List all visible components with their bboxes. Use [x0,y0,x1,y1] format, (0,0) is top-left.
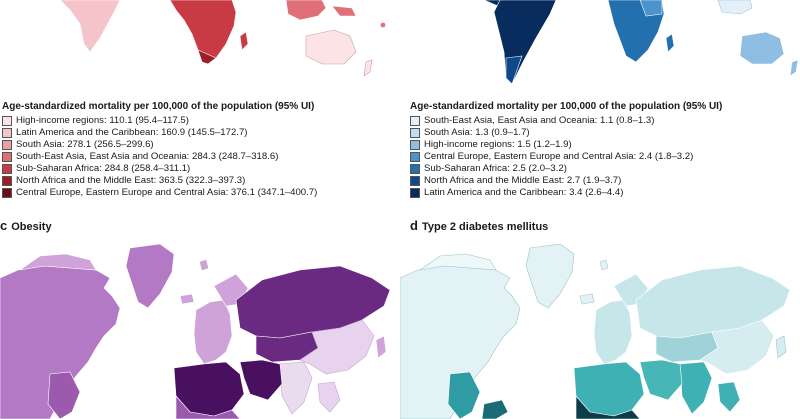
legend-swatch [410,152,420,162]
region-australia [305,29,357,65]
map-panel-c [0,244,391,419]
map-panel-a [59,0,386,77]
legend-item: North Africa and the Middle East: 363.5 … [2,175,317,187]
region-arctic-islands [599,259,609,271]
region-new-zealand [789,59,799,77]
legend-item-label: South Asia: 1.3 (0.9–1.7) [424,127,530,138]
region-canada-north [19,253,97,271]
legend-item-label: South-East Asia, East Asia and Oceania: … [424,115,655,126]
region-south-asia [279,361,313,415]
legend-swatch [2,128,12,138]
region-sub-saharan-africa [175,395,241,419]
legend-item: South-East Asia, East Asia and Oceania: … [2,151,317,163]
legend-item-label: Central Europe, Eastern Europe and Centr… [424,151,694,162]
region-madagascar [239,31,249,51]
legend-panel-a: Age-standardized mortality per 100,000 o… [2,101,317,199]
legend-item: High-income regions: 110.1 (95.4–117.5) [2,115,317,127]
region-se-asia-islands [717,0,753,15]
panel-letter: d [410,218,418,233]
region-greenland [125,244,175,309]
legend-panel-b: Age-standardized mortality per 100,000 o… [410,101,722,199]
legend-item-label: Sub-Saharan Africa: 2.5 (2.0–3.2) [424,163,567,174]
legend-item-label: High-income regions: 110.1 (95.4–117.5) [16,115,189,126]
legend-item: Sub-Saharan Africa: 284.8 (258.4–311.1) [2,163,317,175]
legend-item-label: North Africa and the Middle East: 2.7 (1… [424,175,622,186]
region-pacific-island [380,22,386,28]
region-se-asia [717,381,741,413]
legend-swatch [410,164,420,174]
region-south-america-south [505,55,523,85]
region-southern-africa [197,49,217,65]
map-panel-d [400,244,791,419]
legend-item-label: Latin America and the Caribbean: 160.9 (… [16,127,248,138]
legend-swatch [2,188,12,198]
region-se-asia-islands [285,0,327,21]
region-western-europe [193,299,233,365]
panel-title: Type 2 diabetes mellitus [421,221,549,233]
region-middle-east [239,359,283,401]
legend-item: North Africa and the Middle East: 2.7 (1… [410,175,722,187]
region-png [331,5,357,17]
region-sub-saharan-africa [575,395,641,419]
legend-swatch [410,176,420,186]
region-se-asia [317,381,341,413]
legend-item: South Asia: 278.1 (256.5–299.6) [2,139,317,151]
legend-item-label: High-income regions: 1.5 (1.2–1.9) [424,139,572,150]
legend-item: South-East Asia, East Asia and Oceania: … [410,115,722,127]
map-panel-b [483,0,799,85]
region-east-asia [299,319,375,375]
legend-item: High-income regions: 1.5 (1.2–1.9) [410,139,722,151]
legend-item-label: Central Europe, Eastern Europe and Centr… [16,187,318,198]
region-mexico [447,371,481,419]
region-south-america [493,0,557,85]
legend-item-label: Latin America and the Caribbean: 3.4 (2.… [424,187,624,198]
legend-swatch [410,116,420,126]
legend-swatch [410,140,420,150]
legend-swatch [2,176,12,186]
region-east-asia [699,319,775,375]
region-madagascar [665,33,675,53]
region-new-zealand [363,59,373,77]
legend-swatch [2,152,12,162]
panel-letter: c [0,218,8,233]
legend-item: Latin America and the Caribbean: 160.9 (… [2,127,317,139]
region-australia [739,31,785,65]
region-iceland [579,293,595,305]
legend-item: South Asia: 1.3 (0.9–1.7) [410,127,722,139]
legend-item-label: Sub-Saharan Africa: 284.8 (258.4–311.1) [16,163,191,174]
legend-items: High-income regions: 110.1 (95.4–117.5) L… [2,115,317,199]
legend-swatch [2,116,12,126]
region-canada-north [419,253,497,271]
legend-item-label: South Asia: 278.1 (256.5–299.6) [16,139,154,150]
legend-swatch [410,128,420,138]
legend-item-label: North Africa and the Middle East: 363.5 … [16,175,246,186]
panel-d-label: d Type 2 diabetes mellitus [410,218,548,233]
legend-item: Central Europe, Eastern Europe and Centr… [410,151,722,163]
region-caribbean [481,399,509,419]
legend-items: South-East Asia, East Asia and Oceania: … [410,115,722,199]
region-greenland [525,244,575,309]
region-arctic-islands [199,259,209,271]
legend-item: Central Europe, Eastern Europe and Centr… [2,187,317,199]
region-japan [375,335,387,359]
region-south-asia [679,361,713,415]
legend-item: Sub-Saharan Africa: 2.5 (2.0–3.2) [410,163,722,175]
region-middle-east [639,359,683,401]
region-mexico [47,371,81,419]
panel-c-label: c Obesity [0,218,52,233]
legend-title: Age-standardized mortality per 100,000 o… [410,101,723,112]
legend-item-label: South-East Asia, East Asia and Oceania: … [16,151,279,162]
legend-item: Latin America and the Caribbean: 3.4 (2.… [410,187,722,199]
region-japan [775,335,787,359]
region-iceland [179,293,195,305]
region-western-europe [593,299,633,365]
region-south-america [59,0,121,53]
legend-swatch [410,188,420,198]
legend-title: Age-standardized mortality per 100,000 o… [2,101,315,112]
region-east-africa [639,0,663,17]
panel-title: Obesity [11,221,52,233]
legend-swatch [2,140,12,150]
legend-swatch [2,164,12,174]
